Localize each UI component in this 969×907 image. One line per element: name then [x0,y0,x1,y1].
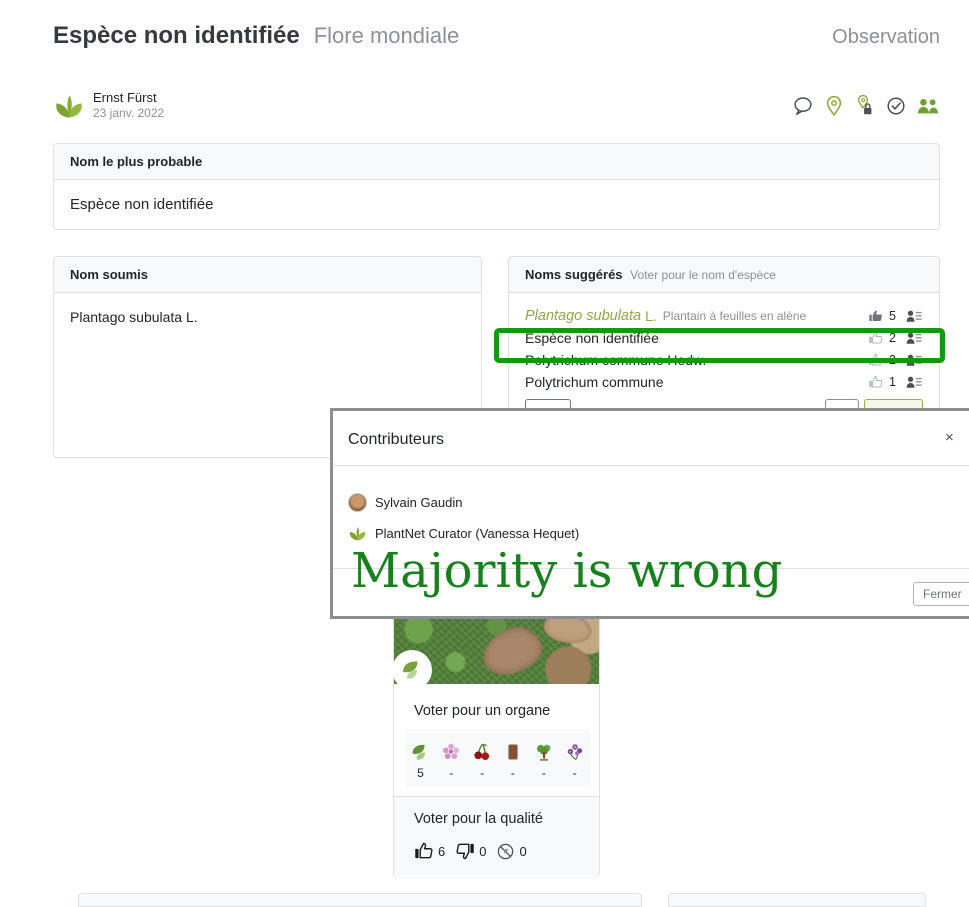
species-common-name: Plantain à feuilles en alène [662,309,807,323]
reject-icon [498,843,514,859]
contributor-row: PlantNet Curator (Vanessa Hequet) [348,525,579,542]
organ-other[interactable]: - [559,742,590,780]
page-header: Espèce non identifiée Flore mondiale Obs… [53,22,940,50]
comment-icon[interactable] [792,95,814,117]
voters-icon[interactable] [906,353,923,368]
suggested-name-row-highlighted: Espèce non identifiée 2 [519,327,929,349]
page-title: Espèce non identifiée [53,22,300,49]
contributor-name[interactable]: Sylvain Gaudin [375,495,463,510]
contributors-icon[interactable] [916,95,940,117]
validated-icon[interactable] [885,95,907,117]
contributor-name[interactable]: PlantNet Curator (Vanessa Hequet) [375,526,580,541]
voters-icon[interactable] [906,375,923,390]
location-icon[interactable] [823,95,845,117]
flower-icon [443,743,460,759]
author-row: Ernst Fürst 23 janv. 2022 [53,90,940,121]
most-probable-header: Nom le plus probable [54,144,939,180]
organ-habit[interactable]: - [528,742,559,780]
quality-upvote[interactable]: 6 [414,841,445,861]
observation-label: Observation [832,26,940,48]
organ-count: - [510,766,515,780]
violet-flowers-icon [567,744,582,760]
close-modal-button[interactable]: Fermer [913,582,969,606]
thumb-up-icon[interactable] [868,352,884,368]
species-authority: L. [645,308,657,324]
organ-count: - [449,766,454,780]
vote-count: 2 [889,331,896,345]
observation-vote-card: Voter pour un organe 5 - [392,610,600,879]
suggested-names-card: Noms suggérés Voter pour le nom d'espèce… [508,256,940,426]
organ-leaf[interactable]: 5 [405,742,436,780]
vote-count: 2 [889,353,896,367]
suggested-names-header: Noms suggérés [525,267,623,282]
upvote-count: 6 [438,843,446,859]
observation-toolbar [792,94,940,117]
downvote-count: 0 [479,843,487,859]
contributor-avatar [348,493,367,512]
partial-card [78,893,642,907]
suggested-name-row: Polytrichum commune 1 [519,371,929,393]
organ-fruit[interactable]: - [467,742,498,780]
suggested-names-subheader: Voter pour le nom d'espèce [630,268,776,282]
species-name[interactable]: Polytrichum commune [525,374,664,390]
submitted-name-value: Plantago subulata L. [70,309,198,325]
thumb-up-icon[interactable] [868,308,884,324]
quality-vote-section: Voter pour la qualité 6 0 [394,796,599,879]
suggested-names-list: Plantago subulata L. Plantain à feuilles… [509,293,939,423]
quality-reject[interactable]: 0 [496,842,527,861]
contributor-row: Sylvain Gaudin [348,493,462,512]
most-probable-name-card: Nom le plus probable Espèce non identifi… [53,143,940,230]
voters-icon[interactable] [906,331,923,346]
contributors-modal: Contributeurs × Sylvain Gaudin PlantNet … [330,408,969,619]
thumb-up-icon[interactable] [868,330,884,346]
tree-icon [536,744,551,761]
voters-icon[interactable] [906,309,923,324]
fruit-icon [474,743,490,760]
thumb-up-icon[interactable] [868,374,884,390]
submitted-name-card: Nom soumis Plantago subulata L. [53,256,482,458]
organ-vote-box: 5 - - [405,729,590,787]
leaf-organ-badge [392,650,432,690]
vote-count: 1 [889,375,896,389]
quality-downvote[interactable]: 0 [455,841,486,861]
quality-vote-title: Voter pour la qualité [414,811,543,827]
partial-card [668,893,926,907]
suggested-name-row: Plantago subulata L. Plantain à feuilles… [519,305,929,327]
organ-vote-title: Voter pour un organe [414,703,551,719]
author-name[interactable]: Ernst Fürst [93,90,157,105]
organ-count: - [572,766,577,780]
leaf-icon [403,661,418,679]
species-link[interactable]: Plantago subulata [525,308,642,324]
dead-leaf-decoration [476,620,548,682]
location-private-icon[interactable] [854,94,876,117]
vote-count: 5 [889,309,896,323]
thumb-up-icon [415,842,433,859]
species-name[interactable]: Polytrichum commune Hedw. [525,352,707,368]
reject-count: 0 [519,843,527,859]
organ-count: - [541,766,546,780]
organ-count: 5 [417,766,424,780]
leaf-icon [412,744,426,760]
observation-date: 23 janv. 2022 [93,106,165,121]
organ-bark[interactable]: - [498,742,529,780]
plantnet-leaf-icon [349,527,366,541]
modal-title: Contributeurs [348,431,445,448]
suggested-name-row: Polytrichum commune Hedw. 2 [519,349,929,371]
most-probable-value: Espèce non identifiée [70,196,214,213]
species-name[interactable]: Espèce non identifiée [525,330,659,346]
close-icon[interactable]: × [945,429,954,446]
bark-icon [508,744,518,760]
majority-wrong-annotation: Majority is wrong [351,543,783,599]
organ-flower[interactable]: - [436,742,467,780]
submitted-name-header: Nom soumis [54,257,481,293]
organ-count: - [480,766,485,780]
project-name: Flore mondiale [313,23,460,48]
author-avatar-leaf-icon [56,94,82,118]
thumb-down-icon [456,843,474,860]
